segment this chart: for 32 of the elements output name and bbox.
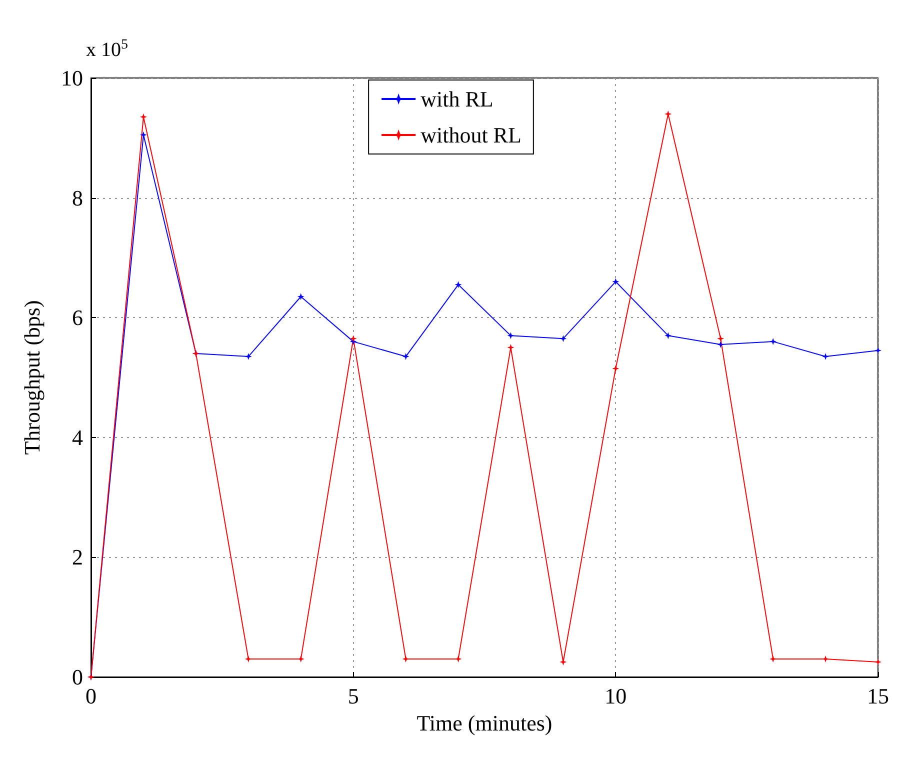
x-tick-label: 5 bbox=[348, 684, 359, 708]
point bbox=[664, 332, 672, 340]
x-axis-title: Time (minutes) bbox=[416, 710, 552, 736]
legend-label: without RL bbox=[420, 122, 522, 148]
point bbox=[507, 344, 514, 352]
point bbox=[717, 341, 724, 348]
legend-label: with RL bbox=[420, 86, 494, 112]
point bbox=[402, 353, 410, 360]
point bbox=[717, 335, 724, 342]
point bbox=[822, 353, 830, 360]
x-tick-label: 15 bbox=[867, 684, 889, 708]
point bbox=[874, 658, 882, 666]
y-tick-label: 6 bbox=[72, 305, 83, 330]
point bbox=[664, 110, 672, 118]
x-tick-label: 10 bbox=[604, 684, 627, 708]
point bbox=[244, 353, 252, 360]
point bbox=[560, 658, 567, 666]
point bbox=[612, 278, 620, 286]
y-tick-label: 4 bbox=[72, 424, 83, 450]
y-tick-label: 8 bbox=[72, 185, 83, 210]
point bbox=[507, 332, 514, 340]
point bbox=[560, 335, 567, 342]
point bbox=[350, 335, 357, 342]
point bbox=[612, 365, 620, 372]
point bbox=[770, 338, 777, 346]
y-tick-label: 0 bbox=[72, 664, 83, 690]
point bbox=[297, 293, 304, 300]
y-axis-title: Throughput (bps) bbox=[20, 300, 44, 455]
y-tick-label: 10 bbox=[61, 66, 83, 90]
y-tick-label: 2 bbox=[72, 544, 83, 570]
point bbox=[874, 347, 882, 354]
point bbox=[454, 281, 462, 288]
